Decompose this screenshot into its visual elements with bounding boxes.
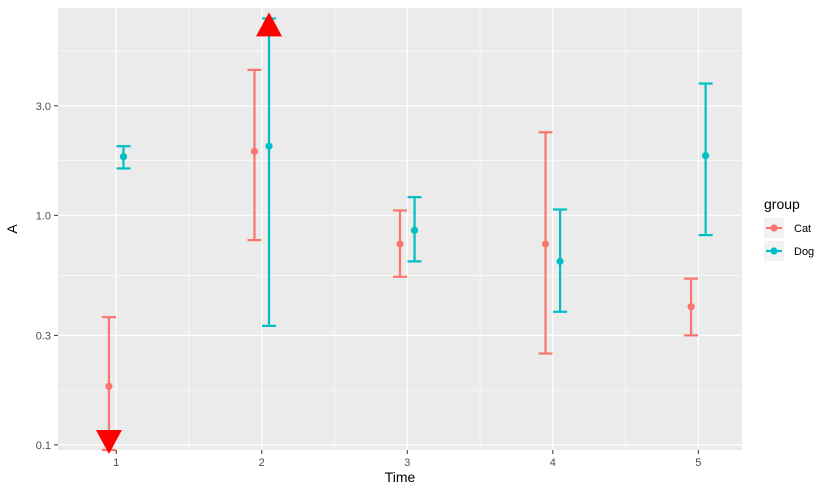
major-grid	[58, 8, 742, 450]
x-axis: 1 2 3 4 5	[113, 450, 701, 469]
data-point	[556, 257, 564, 265]
data-point	[410, 226, 419, 234]
x-tick-label: 4	[550, 457, 556, 469]
y-axis: 0.1 0.3 1.0 3.0	[36, 101, 58, 452]
x-axis-title: Time	[385, 469, 416, 485]
legend-title: group	[764, 196, 800, 212]
y-tick-label: 0.1	[36, 440, 51, 452]
x-tick-label: 5	[695, 457, 701, 469]
annotation-layer	[95, 12, 283, 454]
legend-items: Cat Dog	[764, 218, 814, 261]
y-axis-title: A	[4, 224, 20, 234]
series-layer	[101, 17, 713, 452]
data-point	[265, 142, 273, 150]
x-tick-label: 2	[259, 457, 265, 469]
x-tick-label: 3	[404, 457, 410, 469]
legend-label: Cat	[794, 223, 811, 235]
data-point	[105, 382, 113, 390]
data-point	[250, 147, 259, 155]
data-point	[119, 153, 128, 161]
y-tick-label: 3.0	[36, 101, 51, 113]
series-cat	[101, 68, 699, 452]
y-tick-label: 0.3	[36, 330, 51, 342]
legend-label: Dog	[794, 246, 814, 258]
legend-item-cat: Cat	[764, 218, 811, 238]
data-point	[687, 303, 695, 311]
x-tick-label: 1	[113, 457, 119, 469]
legend-item-dog: Dog	[764, 241, 814, 261]
legend-key-point	[770, 224, 778, 232]
series-dog	[116, 17, 713, 327]
data-point	[396, 240, 404, 248]
legend-key-point	[770, 247, 778, 255]
y-tick-label: 1.0	[36, 210, 51, 222]
data-point	[702, 152, 710, 160]
legend: group Cat Dog	[764, 196, 814, 261]
arrow-up-marker	[256, 12, 283, 37]
arrow-down-marker	[95, 430, 122, 454]
data-point	[541, 240, 550, 248]
